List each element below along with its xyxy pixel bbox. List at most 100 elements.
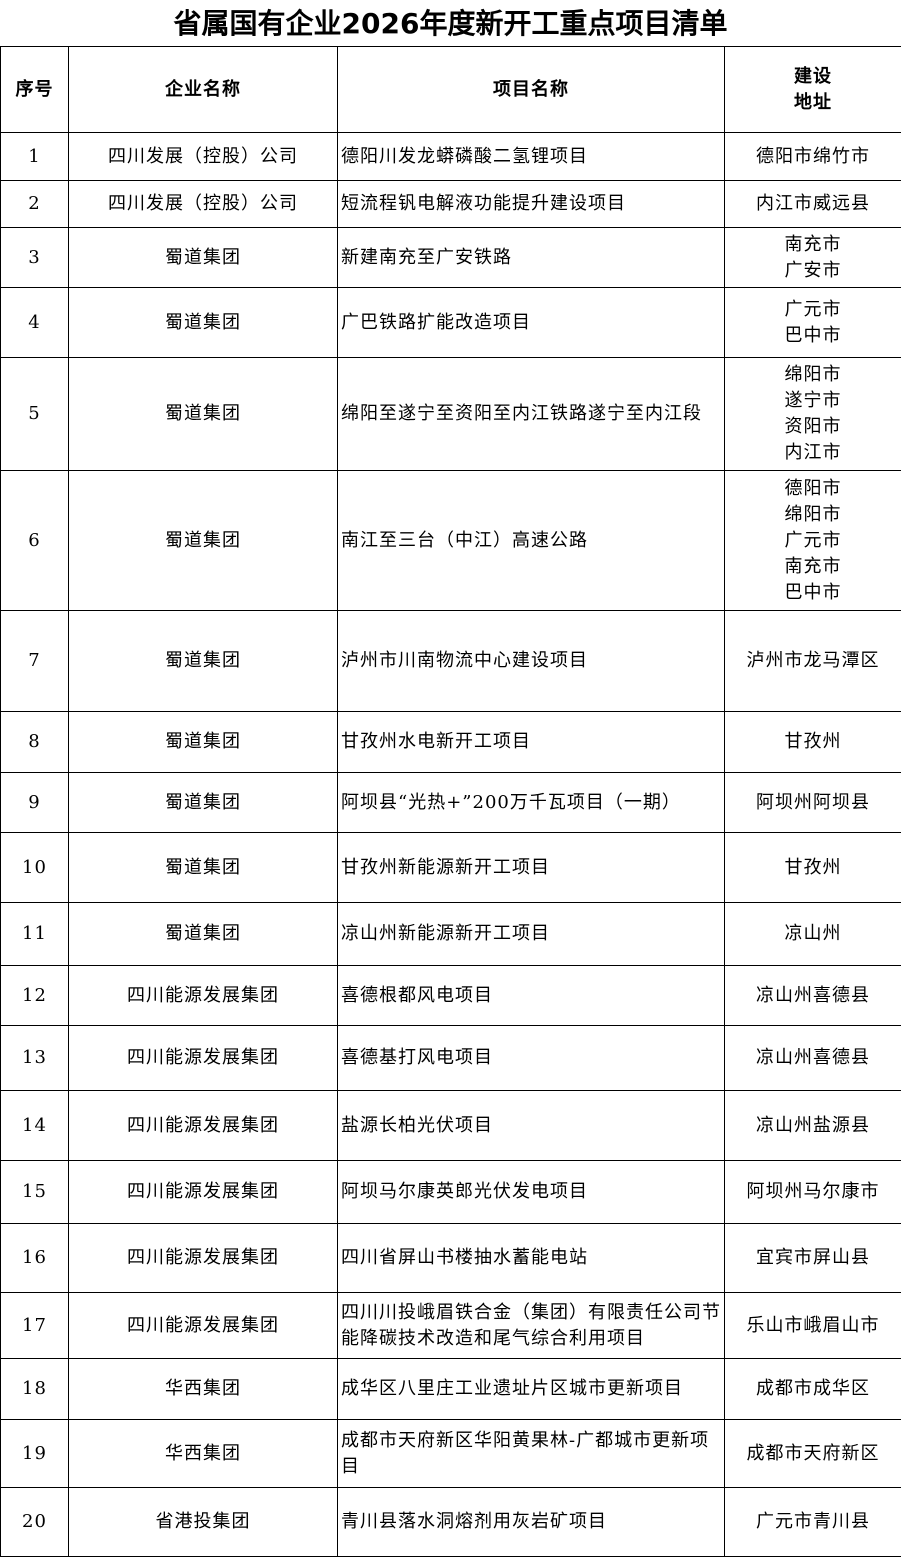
project-address: 凉山州喜德县 [724, 1025, 901, 1091]
project-name: 甘孜州水电新开工项目 [337, 711, 725, 773]
project-address: 凉山州盐源县 [724, 1090, 901, 1161]
company-name: 四川能源发展集团 [68, 1292, 338, 1359]
table-row: 4 蜀道集团 广巴铁路扩能改造项目 广元市 巴中市 [0, 287, 901, 358]
table-row: 16 四川能源发展集团 四川省屏山书楼抽水蓄能电站 宜宾市屏山县 [0, 1223, 901, 1293]
project-name: 甘孜州新能源新开工项目 [337, 832, 725, 903]
project-name: 德阳川发龙蟒磷酸二氢锂项目 [337, 132, 725, 181]
project-address: 德阳市绵竹市 [724, 132, 901, 181]
table-row: 11 蜀道集团 凉山州新能源新开工项目 凉山州 [0, 902, 901, 966]
row-index: 4 [0, 287, 69, 358]
table-row: 9 蜀道集团 阿坝县“光热+”200万千瓦项目（一期） 阿坝州阿坝县 [0, 772, 901, 833]
company-name: 四川能源发展集团 [68, 1025, 338, 1091]
table-row: 19 华西集团 成都市天府新区华阳黄果林-广都城市更新项目 成都市天府新区 [0, 1419, 901, 1488]
project-name: 阿坝马尔康英郎光伏发电项目 [337, 1160, 725, 1224]
project-name: 广巴铁路扩能改造项目 [337, 287, 725, 358]
table-row: 17 四川能源发展集团 四川川投峨眉铁合金（集团）有限责任公司节能降碳技术改造和尾气… [0, 1292, 901, 1359]
table-row: 7 蜀道集团 泸州市川南物流中心建设项目 泸州市龙马潭区 [0, 610, 901, 712]
project-name: 凉山州新能源新开工项目 [337, 902, 725, 966]
row-index: 1 [0, 132, 69, 181]
header-address: 建设 地址 [724, 46, 901, 133]
company-name: 蜀道集团 [68, 357, 338, 471]
project-address: 成都市天府新区 [724, 1419, 901, 1488]
row-index: 3 [0, 227, 69, 288]
project-address: 甘孜州 [724, 711, 901, 773]
company-name: 四川能源发展集团 [68, 1160, 338, 1224]
project-address: 阿坝州阿坝县 [724, 772, 901, 833]
row-index: 7 [0, 610, 69, 712]
project-name: 青川县落水洞熔剂用灰岩矿项目 [337, 1487, 725, 1557]
row-index: 6 [0, 470, 69, 611]
project-name: 绵阳至遂宁至资阳至内江铁路遂宁至内江段 [337, 357, 725, 471]
company-name: 蜀道集团 [68, 470, 338, 611]
project-name: 短流程钒电解液功能提升建设项目 [337, 180, 725, 228]
company-name: 四川发展（控股）公司 [68, 180, 338, 228]
project-address: 成都市成华区 [724, 1358, 901, 1420]
header-index: 序号 [0, 46, 69, 133]
row-index: 10 [0, 832, 69, 903]
company-name: 蜀道集团 [68, 711, 338, 773]
company-name: 省港投集团 [68, 1487, 338, 1557]
header-company: 企业名称 [68, 46, 338, 133]
row-index: 13 [0, 1025, 69, 1091]
project-address: 内江市威远县 [724, 180, 901, 228]
project-address: 宜宾市屏山县 [724, 1223, 901, 1293]
company-name: 蜀道集团 [68, 772, 338, 833]
row-index: 19 [0, 1419, 69, 1488]
page-title: 省属国有企业2026年度新开工重点项目清单 [173, 7, 728, 40]
project-address: 凉山州 [724, 902, 901, 966]
row-index: 2 [0, 180, 69, 228]
project-name: 四川川投峨眉铁合金（集团）有限责任公司节能降碳技术改造和尾气综合利用项目 [337, 1292, 725, 1359]
project-name: 四川省屏山书楼抽水蓄能电站 [337, 1223, 725, 1293]
project-address: 凉山州喜德县 [724, 965, 901, 1026]
table-header-row: 序号 企业名称 项目名称 建设 地址 [0, 46, 901, 133]
table-row: 10 蜀道集团 甘孜州新能源新开工项目 甘孜州 [0, 832, 901, 903]
project-name: 阿坝县“光热+”200万千瓦项目（一期） [337, 772, 725, 833]
table-row: 12 四川能源发展集团 喜德根都风电项目 凉山州喜德县 [0, 965, 901, 1026]
company-name: 四川能源发展集团 [68, 1223, 338, 1293]
row-index: 9 [0, 772, 69, 833]
project-name: 成都市天府新区华阳黄果林-广都城市更新项目 [337, 1419, 725, 1488]
project-address: 绵阳市 遂宁市 资阳市 内江市 [724, 357, 901, 471]
project-address: 泸州市龙马潭区 [724, 610, 901, 712]
row-index: 15 [0, 1160, 69, 1224]
company-name: 蜀道集团 [68, 832, 338, 903]
project-name: 新建南充至广安铁路 [337, 227, 725, 288]
company-name: 蜀道集团 [68, 227, 338, 288]
project-address: 乐山市峨眉山市 [724, 1292, 901, 1359]
company-name: 四川能源发展集团 [68, 1090, 338, 1161]
project-name: 盐源长柏光伏项目 [337, 1090, 725, 1161]
project-address: 南充市 广安市 [724, 227, 901, 288]
table-row: 5 蜀道集团 绵阳至遂宁至资阳至内江铁路遂宁至内江段 绵阳市 遂宁市 资阳市 内江市 [0, 357, 901, 471]
table-row: 18 华西集团 成华区八里庄工业遗址片区城市更新项目 成都市成华区 [0, 1358, 901, 1420]
row-index: 17 [0, 1292, 69, 1359]
project-name: 喜德基打风电项目 [337, 1025, 725, 1091]
table-row: 6 蜀道集团 南江至三台（中江）高速公路 德阳市 绵阳市 广元市 南充市 巴中市 [0, 470, 901, 611]
project-address: 甘孜州 [724, 832, 901, 903]
company-name: 蜀道集团 [68, 287, 338, 358]
row-index: 14 [0, 1090, 69, 1161]
project-name: 南江至三台（中江）高速公路 [337, 470, 725, 611]
company-name: 蜀道集团 [68, 902, 338, 966]
company-name: 蜀道集团 [68, 610, 338, 712]
project-address: 德阳市 绵阳市 广元市 南充市 巴中市 [724, 470, 901, 611]
project-name: 喜德根都风电项目 [337, 965, 725, 1026]
company-name: 四川发展（控股）公司 [68, 132, 338, 181]
row-index: 20 [0, 1487, 69, 1557]
project-address: 广元市青川县 [724, 1487, 901, 1557]
table-row: 14 四川能源发展集团 盐源长柏光伏项目 凉山州盐源县 [0, 1090, 901, 1161]
company-name: 华西集团 [68, 1358, 338, 1420]
row-index: 8 [0, 711, 69, 773]
table-row: 2 四川发展（控股）公司 短流程钒电解液功能提升建设项目 内江市威远县 [0, 180, 901, 228]
row-index: 18 [0, 1358, 69, 1420]
table-row: 3 蜀道集团 新建南充至广安铁路 南充市 广安市 [0, 227, 901, 288]
table-row: 13 四川能源发展集团 喜德基打风电项目 凉山州喜德县 [0, 1025, 901, 1091]
table-row: 15 四川能源发展集团 阿坝马尔康英郎光伏发电项目 阿坝州马尔康市 [0, 1160, 901, 1224]
header-project: 项目名称 [337, 46, 725, 133]
table-row: 1 四川发展（控股）公司 德阳川发龙蟒磷酸二氢锂项目 德阳市绵竹市 [0, 132, 901, 181]
row-index: 12 [0, 965, 69, 1026]
row-index: 16 [0, 1223, 69, 1293]
row-index: 5 [0, 357, 69, 471]
company-name: 四川能源发展集团 [68, 965, 338, 1026]
company-name: 华西集团 [68, 1419, 338, 1488]
row-index: 11 [0, 902, 69, 966]
